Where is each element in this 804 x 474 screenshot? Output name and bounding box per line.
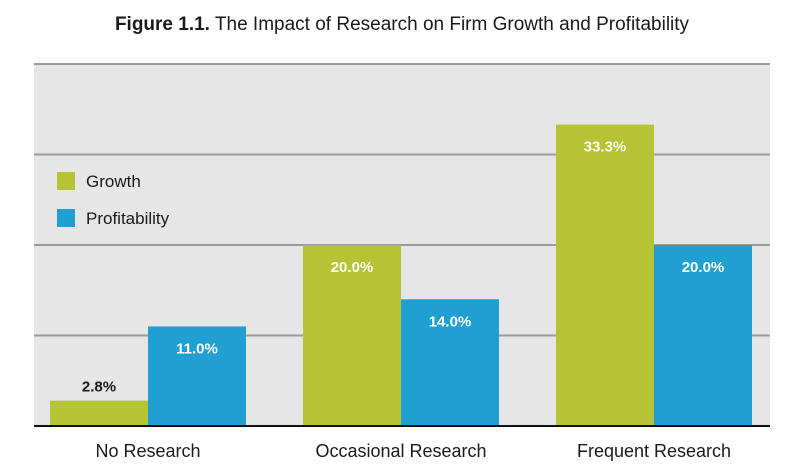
- legend-swatch-profitability: [57, 209, 75, 227]
- data-label: 20.0%: [682, 259, 725, 276]
- data-label: 33.3%: [584, 139, 627, 156]
- figure-caption: The Impact of Research on Firm Growth an…: [214, 14, 690, 35]
- bar-growth-1: [50, 400, 148, 426]
- data-label: 14.0%: [429, 313, 472, 330]
- legend-label-growth: Growth: [86, 172, 141, 191]
- x-axis: No Research Occasional Research Frequent R…: [34, 425, 770, 461]
- bar-profitability-1: [148, 326, 246, 426]
- legend-swatch-growth: [57, 172, 75, 190]
- legend: Growth Profitability: [57, 172, 170, 228]
- bar-profitability-2: [401, 299, 499, 426]
- bars: 2.8% 20.0% 33.3% 11.0% 14.0% 20.0%: [50, 124, 752, 426]
- x-tick-label: Frequent Research: [577, 441, 731, 461]
- legend-label-profitability: Profitability: [86, 209, 170, 228]
- x-tick-label: No Research: [95, 441, 200, 461]
- x-tick-label: Occasional Research: [315, 441, 486, 461]
- chart-title: Figure 1.1. The Impact of Research on Fi…: [0, 14, 804, 36]
- bar-growth-3: [556, 124, 654, 426]
- figure-number: Figure 1.1.: [114, 14, 210, 35]
- bar-growth-2: [303, 245, 401, 426]
- bar-profitability-3: [654, 245, 752, 426]
- data-label: 20.0%: [331, 259, 374, 276]
- data-label: 11.0%: [176, 340, 218, 357]
- data-label: 2.8%: [82, 379, 116, 396]
